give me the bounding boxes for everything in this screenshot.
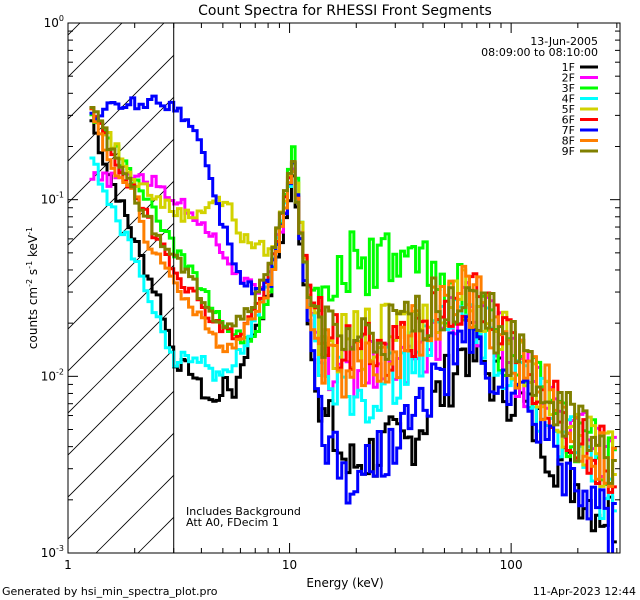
legend-label: 6F [562,114,575,127]
annotation-background: Includes Background [186,505,301,518]
hatch-stroke [68,390,174,498]
x-tick-label: 100 [500,558,523,572]
legend-time-range: 08:09:00 to 08:10:00 [481,46,598,59]
hatch-stroke [68,180,174,288]
hatch-stroke [68,306,174,414]
footer-timestamp: 11-Apr-2023 12:44 [533,585,636,598]
x-tick-labels: 1 10 100 [64,558,522,572]
hatch-stroke [68,54,174,162]
legend-label: 5F [562,103,575,116]
legend-label: 3F [562,82,575,95]
y-tick-label: 10-2 [41,367,64,383]
hatch-stroke [68,222,174,330]
y-tick-labels: 100 10-1 10-2 10-3 [41,14,64,560]
plot-frame [67,22,621,554]
axis-ticks [67,22,620,554]
x-tick-label: 1 [64,558,72,572]
y-axis-label: counts cm-2 s-1 keV-1 [25,227,40,349]
footer-generated-by: Generated by hsi_min_spectra_plot.pro [2,585,218,598]
legend-label: 9F [562,145,575,158]
x-tick-label: 10 [282,558,297,572]
series-7F [89,94,617,553]
chart-title: Count Spectra for RHESSI Front Segments [198,3,492,19]
legend-date: 13-Jun-2005 [530,35,598,48]
series-9F [89,106,617,485]
legend-label: 1F [562,61,575,74]
legend-label: 4F [562,93,575,106]
legend-label: 8F [562,135,575,148]
series-8F [89,106,617,488]
hatch-stroke [68,264,174,372]
legend-label: 2F [562,72,575,85]
hatch-stroke [68,23,165,120]
hatched-region [68,23,174,553]
x-axis-label: Energy (keV) [306,576,383,590]
hatch-stroke [68,23,81,36]
series-layer [89,94,617,553]
hatch-stroke [68,432,174,540]
annotation-attenuator: Att A0, FDecim 1 [186,516,279,529]
y-tick-label: 10-1 [41,191,64,207]
legend-label: 7F [562,124,575,137]
y-tick-label: 10-3 [41,544,64,560]
y-tick-label: 100 [44,14,64,30]
hatch-stroke [68,23,123,78]
